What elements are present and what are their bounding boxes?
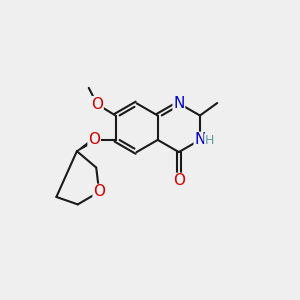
Text: N: N bbox=[194, 132, 206, 147]
Text: N: N bbox=[173, 96, 184, 111]
Text: O: O bbox=[91, 97, 103, 112]
Polygon shape bbox=[77, 139, 95, 151]
Text: O: O bbox=[93, 184, 105, 200]
Text: H: H bbox=[205, 134, 214, 147]
Text: O: O bbox=[173, 173, 185, 188]
Text: O: O bbox=[88, 132, 100, 147]
